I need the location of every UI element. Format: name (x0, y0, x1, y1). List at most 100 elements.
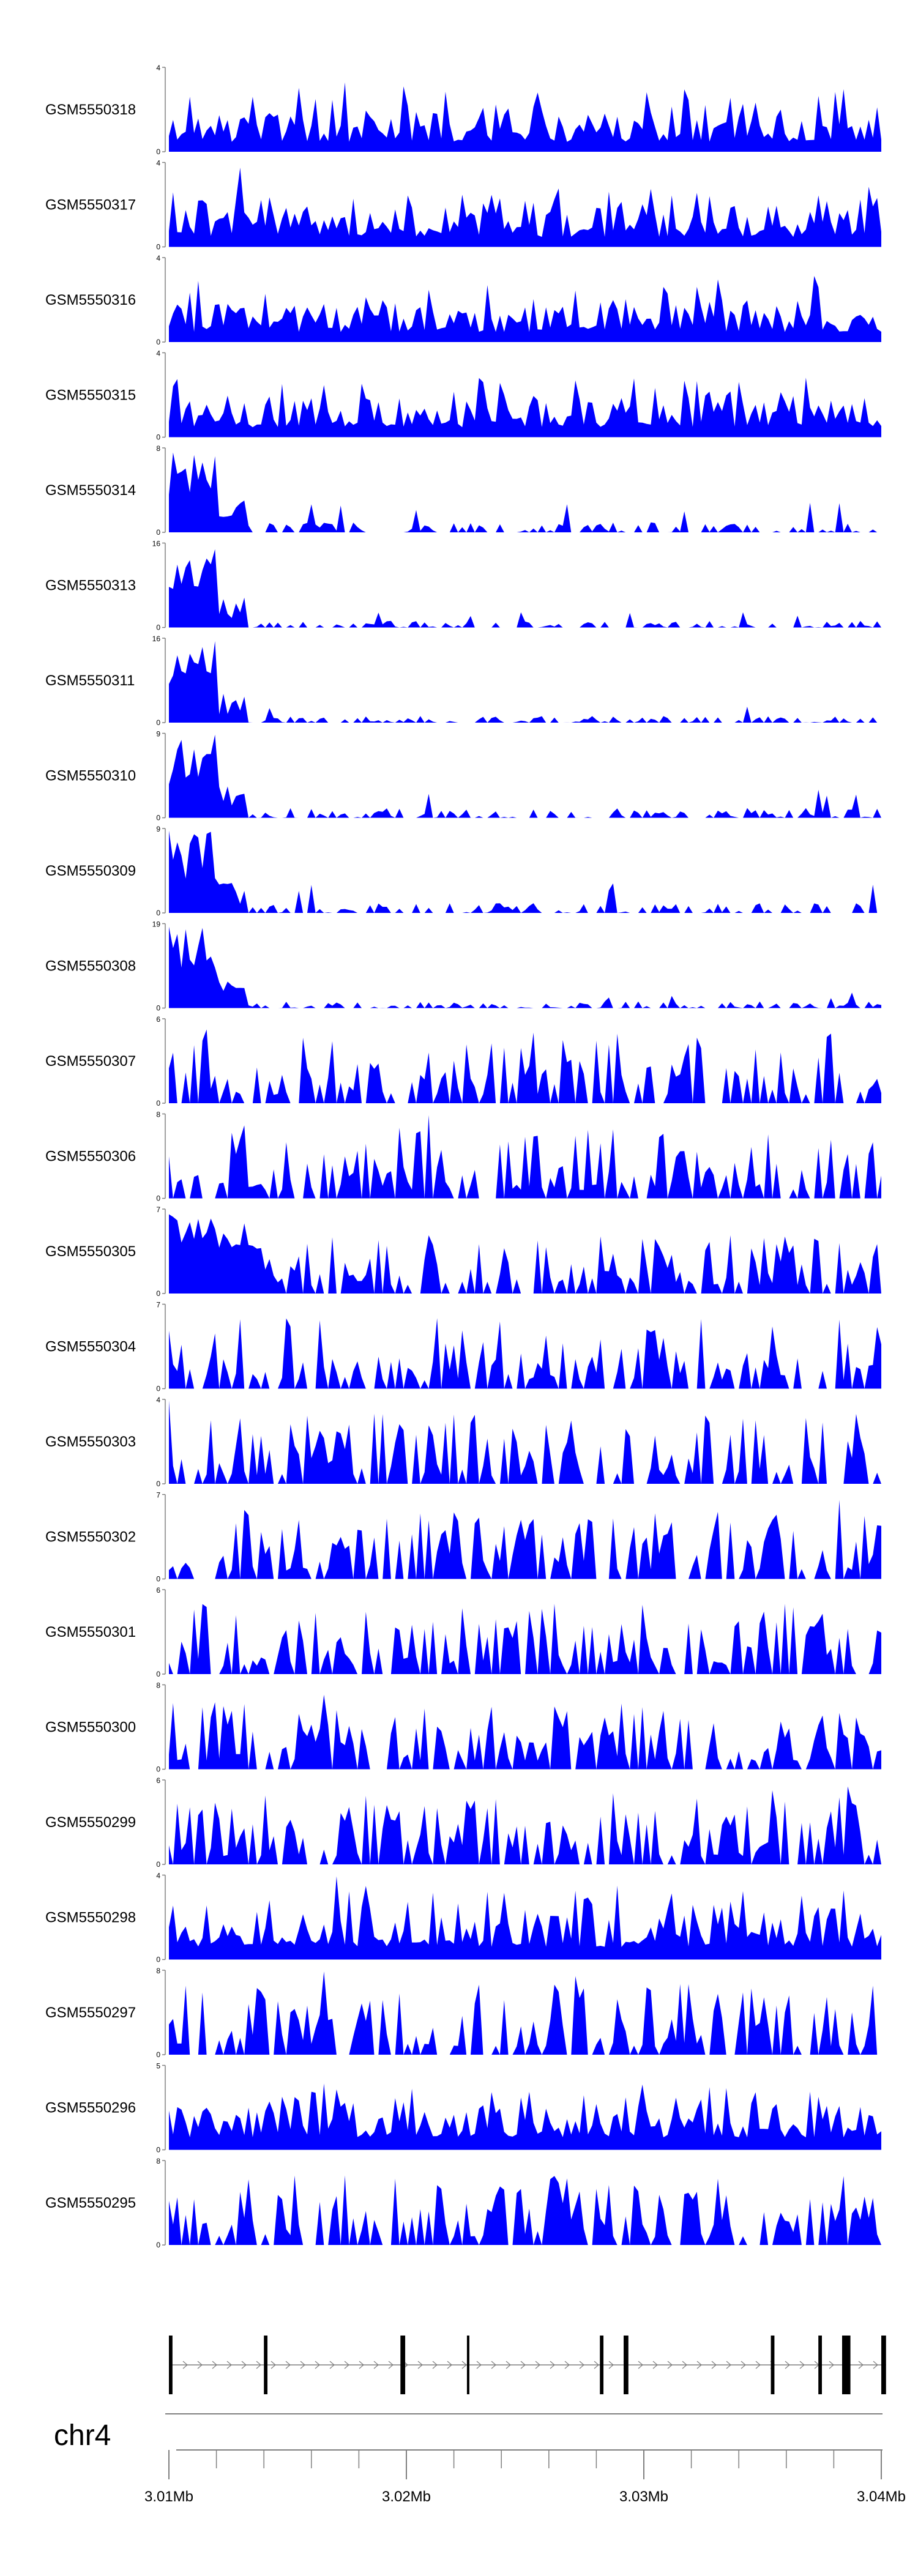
track-ymin-label: 0 (156, 1575, 160, 1584)
strand-arrow (608, 2361, 614, 2369)
track-ymin-label: 0 (156, 814, 160, 822)
track-ymin-label: 0 (156, 147, 160, 156)
gene-exon (466, 2336, 469, 2394)
strand-arrow (359, 2361, 364, 2369)
track-ymax-label: 8 (156, 2157, 160, 2165)
coverage-area (169, 1694, 881, 1770)
track-ymax-label: 19 (152, 920, 161, 929)
strand-arrow (329, 2361, 335, 2369)
track-ymin-label: 0 (156, 1956, 160, 1964)
track-ymax-label: 4 (156, 254, 160, 262)
strand-arrow (373, 2361, 379, 2369)
strand-arrow (461, 2361, 467, 2369)
axis-tick-label: 3.03Mb (619, 2489, 668, 2505)
strand-arrow (212, 2361, 217, 2369)
track-ymin-label: 0 (156, 1480, 160, 1488)
coverage-area (169, 549, 881, 628)
strand-arrow (256, 2361, 261, 2369)
strand-arrow (785, 2361, 790, 2369)
strand-arrow (344, 2361, 349, 2369)
track-label: GSM5550295 (45, 2195, 136, 2211)
coverage-tracks: GSM555031840GSM555031740GSM555031640GSM5… (45, 64, 881, 2249)
coverage-area (169, 926, 881, 1008)
strand-arrow (520, 2361, 526, 2369)
track-ymax-label: 4 (156, 349, 160, 358)
track-label: GSM5550307 (45, 1053, 136, 1070)
track-gsm5550318: GSM5550318 4 0 (45, 64, 881, 156)
track-gsm5550295: GSM5550295 8 0 (45, 2157, 881, 2249)
track-ymax-label: 4 (156, 1396, 160, 1404)
track-label: GSM5550298 (45, 1910, 136, 1926)
strand-arrow (652, 2361, 658, 2369)
strand-arrow (829, 2361, 834, 2369)
gene-exon (842, 2336, 851, 2394)
track-ymin-label: 0 (156, 1385, 160, 1393)
track-ymin-label: 0 (156, 243, 160, 251)
strand-arrow (506, 2361, 511, 2369)
track-gsm5550296: GSM5550296 5 0 (45, 2062, 881, 2154)
track-ymax-label: 9 (156, 825, 160, 833)
strand-arrow (285, 2361, 291, 2369)
strand-arrow (550, 2361, 555, 2369)
gene-exon (400, 2336, 406, 2394)
track-label: GSM5550305 (45, 1243, 136, 1260)
track-gsm5550314: GSM5550314 8 0 (45, 444, 881, 537)
track-label: GSM5550299 (45, 1814, 136, 1831)
coverage-area (169, 452, 881, 532)
coverage-area (169, 1604, 881, 1674)
track-gsm5550305: GSM5550305 7 0 (45, 1205, 881, 1298)
strand-arrow (241, 2361, 247, 2369)
coverage-area (169, 1500, 881, 1579)
track-gsm5550303: GSM5550303 4 0 (45, 1396, 881, 1488)
gene-model-track (169, 2336, 886, 2394)
strand-arrow (696, 2361, 702, 2369)
strand-arrow (476, 2361, 482, 2369)
coverage-area (169, 1971, 881, 2055)
track-label: GSM5550304 (45, 1339, 136, 1355)
track-ymin-label: 0 (156, 1004, 160, 1013)
gene-exon (881, 2336, 886, 2394)
track-gsm5550300: GSM5550300 8 0 (45, 1681, 881, 1774)
strand-arrow (858, 2361, 864, 2369)
track-gsm5550317: GSM5550317 4 0 (45, 159, 881, 251)
coverage-area (169, 378, 881, 437)
coverage-area (169, 168, 881, 247)
track-gsm5550310: GSM5550310 9 0 (45, 730, 881, 822)
strand-arrow (417, 2361, 423, 2369)
strand-arrow (682, 2361, 687, 2369)
gene-exon (169, 2336, 173, 2394)
track-ymin-label: 0 (156, 1765, 160, 1774)
track-label: GSM5550313 (45, 578, 136, 594)
track-ymax-label: 16 (152, 540, 161, 548)
strand-arrow (388, 2361, 394, 2369)
coverage-area (169, 276, 881, 342)
coverage-area (169, 2175, 881, 2245)
strand-arrow (182, 2361, 188, 2369)
track-ymax-label: 7 (156, 1491, 160, 1500)
strand-arrow (741, 2361, 746, 2369)
track-ymin-label: 0 (156, 338, 160, 346)
track-label: GSM5550310 (45, 768, 136, 784)
gene-exon (818, 2336, 822, 2394)
track-gsm5550313: GSM5550313 16 0 (45, 540, 881, 632)
strand-arrow (564, 2361, 570, 2369)
track-ymax-label: 7 (156, 1301, 160, 1309)
strand-arrow (873, 2361, 878, 2369)
track-ymin-label: 0 (156, 1099, 160, 1107)
track-gsm5550302: GSM5550302 7 0 (45, 1491, 881, 1584)
coverage-area (169, 734, 881, 818)
track-gsm5550306: GSM5550306 8 0 (45, 1111, 881, 1203)
track-ymax-label: 16 (152, 635, 161, 643)
coverage-area (169, 830, 881, 913)
track-label: GSM5550306 (45, 1148, 136, 1165)
track-ymax-label: 8 (156, 1111, 160, 1119)
coverage-area (169, 1401, 881, 1484)
track-ymin-label: 0 (156, 909, 160, 917)
strand-arrow (638, 2361, 643, 2369)
track-ymax-label: 6 (156, 1776, 160, 1785)
track-label: GSM5550316 (45, 292, 136, 308)
track-ymax-label: 7 (156, 1205, 160, 1214)
track-gsm5550301: GSM5550301 6 0 (45, 1586, 881, 1678)
coverage-area (169, 2083, 881, 2150)
